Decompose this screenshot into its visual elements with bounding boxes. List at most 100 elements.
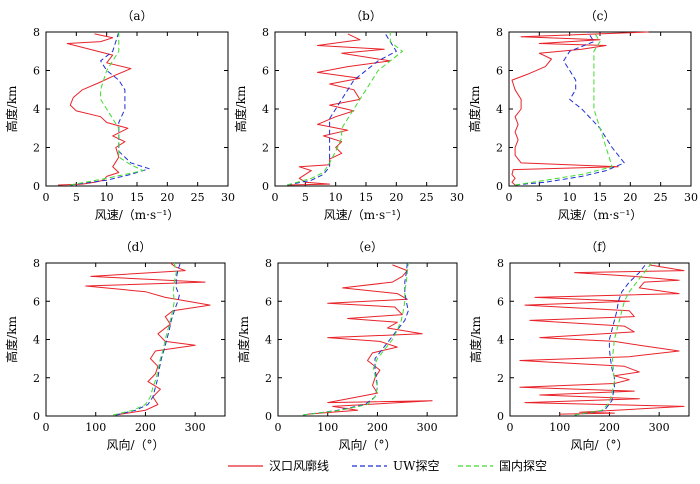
series-line-domestic <box>70 32 144 186</box>
x-tick-label: 10 <box>100 191 114 204</box>
plot-frame <box>508 31 692 187</box>
x-tick-label: 0 <box>275 421 282 434</box>
panel-b: 0 5 10 15 20 25 30 0 2 4 6 8 （b） 风速/（m·s⁻¹） 高度/km <box>233 9 464 222</box>
y-tick-label: 2 <box>265 372 272 385</box>
series-line-domestic <box>286 32 403 186</box>
y-tick-label: 2 <box>33 372 40 385</box>
x-tick-label: 15 <box>359 191 373 204</box>
y-axis-label: 高度/km <box>467 85 482 132</box>
y-axis-label: 高度/km <box>4 85 19 132</box>
series-line-domestic <box>112 262 177 416</box>
x-axis-label: 风速/（m·s⁻¹） <box>95 208 180 222</box>
series-line-domestic <box>574 262 653 416</box>
y-tick-label: 0 <box>33 180 40 193</box>
y-tick-label: 0 <box>265 410 272 423</box>
x-tick-label: 20 <box>389 191 403 204</box>
y-tick-label: 4 <box>262 103 269 116</box>
plot-frame <box>45 262 226 417</box>
legend-label-hankou: 汉口风廓线 <box>269 458 329 473</box>
x-tick-label: 30 <box>684 191 698 204</box>
x-tick-label: 20 <box>623 191 637 204</box>
x-tick-label: 100 <box>317 421 338 434</box>
y-tick-label: 4 <box>265 334 272 347</box>
x-tick-label: 25 <box>654 191 668 204</box>
panel-title: （e） <box>352 240 383 254</box>
x-axis-label: 风速/（m·s⁻¹） <box>324 208 409 222</box>
y-tick-label: 6 <box>265 295 272 308</box>
x-tick-label: 10 <box>563 191 577 204</box>
legend: 汉口风廓线 UW探空 国内探空 <box>228 458 547 473</box>
x-tick-label: 25 <box>191 191 205 204</box>
series-line-hankou <box>58 33 132 186</box>
y-tick-label: 4 <box>33 103 40 116</box>
series-line-hankou <box>519 264 685 415</box>
panel-f: 0 100 200 300 0 2 4 6 8 （f） 风向/（°） 高度/km <box>468 240 690 452</box>
y-tick-label: 6 <box>497 295 504 308</box>
x-tick-label: 15 <box>130 191 144 204</box>
x-tick-label: 0 <box>272 191 279 204</box>
x-tick-label: 5 <box>73 191 80 204</box>
y-tick-label: 2 <box>33 142 40 155</box>
y-tick-label: 6 <box>262 65 269 78</box>
y-tick-label: 8 <box>496 26 503 39</box>
x-tick-label: 200 <box>599 421 620 434</box>
x-tick-label: 5 <box>302 191 309 204</box>
y-tick-label: 0 <box>496 180 503 193</box>
x-tick-label: 20 <box>160 191 174 204</box>
x-axis-label: 风向/（°） <box>338 437 396 452</box>
x-tick-label: 200 <box>135 421 156 434</box>
y-tick-label: 8 <box>265 257 272 270</box>
panel-title: （a） <box>121 9 152 23</box>
x-tick-label: 0 <box>506 191 513 204</box>
legend-label-uw: UW探空 <box>393 459 439 473</box>
x-axis-label: 风速/（m·s⁻¹） <box>558 208 643 222</box>
y-tick-label: 2 <box>497 372 504 385</box>
plot-frame <box>274 31 458 187</box>
y-tick-label: 0 <box>33 410 40 423</box>
x-tick-label: 100 <box>85 421 106 434</box>
x-tick-label: 0 <box>43 421 50 434</box>
x-tick-label: 100 <box>549 421 570 434</box>
y-axis-label: 高度/km <box>236 316 251 363</box>
y-tick-label: 8 <box>497 257 504 270</box>
x-tick-label: 10 <box>329 191 343 204</box>
y-tick-label: 0 <box>497 410 504 423</box>
y-tick-label: 6 <box>33 65 40 78</box>
y-tick-label: 2 <box>262 142 269 155</box>
x-tick-label: 0 <box>507 421 514 434</box>
panel-title: （c） <box>585 9 616 23</box>
legend-label-domestic: 国内探空 <box>499 459 547 473</box>
series-line-hankou <box>511 31 649 186</box>
x-tick-label: 300 <box>185 421 206 434</box>
panel-title: （b） <box>350 9 382 23</box>
series-line-hankou <box>307 264 433 415</box>
x-tick-label: 300 <box>417 421 438 434</box>
x-tick-label: 0 <box>43 191 50 204</box>
series-line-hankou <box>287 33 391 186</box>
y-axis-label: 高度/km <box>4 316 19 363</box>
y-axis-label: 高度/km <box>468 316 483 363</box>
x-axis-label: 风向/（°） <box>106 437 164 452</box>
panel-title: （d） <box>120 240 152 254</box>
y-tick-label: 2 <box>496 142 503 155</box>
series-line-domestic <box>302 262 409 416</box>
y-tick-label: 0 <box>262 180 269 193</box>
series-line-domestic <box>515 31 613 186</box>
y-tick-label: 4 <box>497 334 504 347</box>
series-line-uw <box>515 31 625 186</box>
panel-e: 0 100 200 300 0 2 4 6 8 （e） 风向/（°） 高度/km <box>236 240 458 452</box>
y-tick-label: 4 <box>33 334 40 347</box>
y-tick-label: 6 <box>496 65 503 78</box>
x-tick-label: 30 <box>221 191 235 204</box>
series-line-uw <box>574 262 648 416</box>
panel-c: 0 5 10 15 20 25 30 0 2 4 6 8 （c） 风速/（m·s⁻¹） 高度/km <box>467 9 698 222</box>
plot-frame <box>277 262 458 417</box>
x-tick-label: 300 <box>649 421 670 434</box>
x-tick-label: 15 <box>593 191 607 204</box>
y-tick-label: 6 <box>33 295 40 308</box>
plot-frame <box>509 262 690 417</box>
plot-frame <box>45 31 229 187</box>
series-line-uw <box>115 262 181 416</box>
x-axis-label: 风向/（°） <box>570 437 628 452</box>
